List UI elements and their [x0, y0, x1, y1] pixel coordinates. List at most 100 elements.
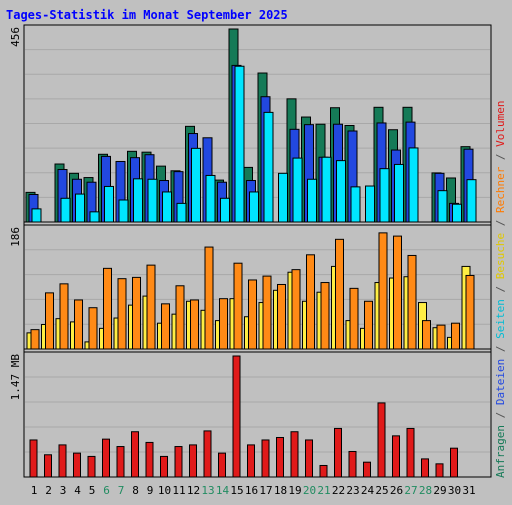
x-tick-label: 10 — [158, 484, 171, 497]
bar-seiten — [437, 190, 448, 223]
bar-seiten — [452, 203, 462, 223]
ymax-label: 186 — [9, 227, 22, 247]
bar-volumen — [406, 427, 415, 478]
chart-title: Tages-Statistik im Monat September 2025 — [6, 8, 288, 22]
x-tick-label: 2 — [45, 484, 52, 497]
bar-volumen — [73, 452, 81, 478]
x-tick-label: 28 — [419, 484, 432, 497]
x-tick-label: 7 — [118, 484, 125, 497]
bar-rechner — [378, 232, 388, 350]
bar-seiten — [205, 174, 216, 223]
bar-volumen — [131, 431, 139, 478]
series-legend-vertical: Anfragen / Dateien / Seiten / Besuche / … — [494, 100, 507, 478]
bar-rechner — [277, 283, 286, 350]
bar-rechner — [117, 278, 127, 350]
bar-volumen — [435, 463, 444, 478]
bar-seiten — [263, 111, 274, 223]
bar-volumen — [116, 446, 125, 478]
bar-rechner — [436, 324, 446, 350]
x-tick-label: 11 — [172, 484, 185, 497]
bar-volumen — [319, 464, 328, 478]
x-tick-label: 4 — [74, 484, 81, 497]
bar-volumen — [334, 427, 342, 478]
x-tick-label: 14 — [216, 484, 230, 497]
bar-rechner — [30, 329, 40, 350]
bar-volumen — [377, 402, 386, 478]
bar-seiten — [31, 208, 42, 223]
legend-segment: Seiten — [494, 299, 507, 339]
bar-rechner — [248, 279, 257, 350]
bar-rechner — [88, 307, 98, 350]
bar-volumen — [145, 441, 154, 478]
bar-seiten — [292, 157, 303, 223]
panel-frame — [23, 224, 492, 350]
x-tick-label: 1 — [31, 484, 38, 497]
bar-volumen — [203, 430, 212, 478]
bar-seiten — [133, 178, 143, 223]
bar-volumen — [305, 439, 313, 478]
legend-segment: / — [494, 147, 507, 167]
bar-seiten — [147, 178, 158, 223]
x-tick-label: 12 — [187, 484, 200, 497]
x-tick-label: 20 — [303, 484, 316, 497]
bar-seiten — [394, 163, 404, 223]
bar-seiten — [176, 202, 187, 223]
bar-seiten — [466, 179, 477, 223]
bar-seiten — [365, 185, 375, 223]
legend-segment: / — [494, 213, 507, 233]
bar-rechner — [465, 274, 475, 350]
x-tick-label: 27 — [404, 484, 417, 497]
legend-segment: / — [494, 339, 507, 359]
x-tick-label: 25 — [375, 484, 388, 497]
bar-seiten — [379, 168, 390, 223]
bar-rechner — [132, 276, 141, 350]
x-tick-label: 3 — [60, 484, 67, 497]
bar-volumen — [58, 444, 67, 478]
bar-volumen — [160, 455, 168, 478]
bar-volumen — [247, 444, 255, 478]
x-tick-label: 23 — [346, 484, 359, 497]
bar-seiten — [220, 197, 230, 223]
bar-seiten — [118, 199, 129, 223]
bar-seiten — [162, 191, 172, 223]
bar-rechner — [335, 238, 344, 350]
ymax-label: 456 — [9, 27, 22, 47]
bar-rechner — [190, 299, 199, 350]
x-tick-label: 16 — [245, 484, 258, 497]
bar-seiten — [104, 185, 114, 223]
bar-seiten — [60, 197, 71, 223]
bar-rechner — [320, 282, 330, 350]
bar-rechner — [233, 262, 243, 350]
bar-seiten — [278, 172, 288, 223]
bar-volumen — [421, 458, 429, 478]
legend-segment: Besuche — [494, 233, 507, 279]
bar-rechner — [393, 235, 402, 350]
x-tick-label: 9 — [147, 484, 154, 497]
x-tick-label: 13 — [201, 484, 214, 497]
legend-segment: Rechner — [494, 166, 507, 213]
x-tick-label: 26 — [390, 484, 403, 497]
bar-seiten — [249, 191, 259, 223]
bar-rechner — [74, 299, 83, 350]
bar-rechner — [451, 322, 460, 350]
bar-rechner — [291, 269, 301, 350]
ymax-label: 1.47 MB — [9, 354, 22, 401]
x-tick-label: 22 — [332, 484, 345, 497]
bar-volumen — [174, 446, 183, 478]
bar-seiten — [191, 147, 201, 223]
bar-seiten — [75, 193, 85, 223]
bar-rechner — [349, 287, 359, 350]
bar-volumen — [232, 355, 241, 478]
legend-segment: Volumen — [494, 100, 507, 146]
x-tick-label: 24 — [361, 484, 375, 497]
bar-seiten — [408, 147, 419, 223]
x-tick-label: 18 — [274, 484, 287, 497]
x-tick-label: 31 — [462, 484, 475, 497]
bar-seiten — [89, 211, 100, 223]
bar-volumen — [218, 452, 226, 478]
bar-volumen — [450, 447, 458, 478]
bar-volumen — [363, 461, 371, 478]
bar-seiten — [321, 156, 332, 223]
